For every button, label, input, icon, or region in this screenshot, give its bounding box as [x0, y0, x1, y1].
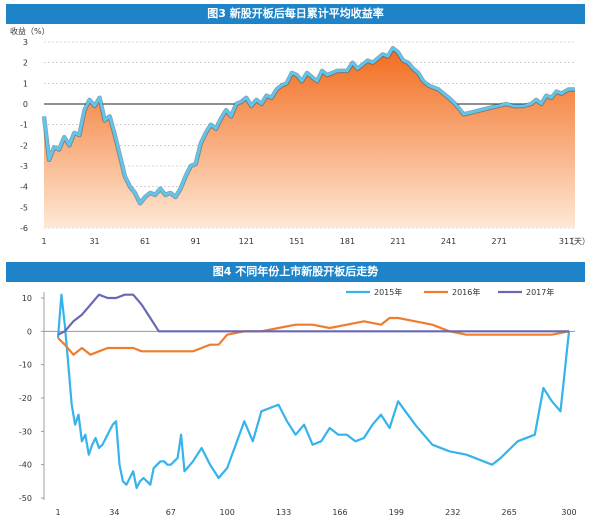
chart2-y-tick-label: 0: [27, 327, 32, 336]
chart1-x-tick-label: 211: [390, 237, 405, 246]
chart1-x-tick-label: 241: [441, 237, 456, 246]
chart2-x-tick-label: 265: [502, 508, 517, 517]
chart1-x-tick-label: 91: [191, 237, 201, 246]
chart1-svg: 收益（%） 3 2 1 0 -1 -2 -3 -4 -5 -6 1 31 61 91 121 151 181 2…: [10, 26, 590, 246]
chart1-y-tick-label: 1: [23, 79, 28, 88]
chart2-title: 图4 不同年份上市新股开板后走势: [6, 262, 585, 282]
chart2-legend-label: 2016年: [452, 287, 480, 297]
chart1-y-tick-label: 3: [23, 38, 28, 47]
chart1-y-tick-label: -4: [20, 183, 28, 192]
chart2-x-tick-label: 100: [220, 508, 235, 517]
chart2-x-tick-label: 67: [166, 508, 176, 517]
chart1-x-tick-label: 121: [239, 237, 254, 246]
chart2-x-tick-label: 1: [55, 508, 60, 517]
chart1-x-tick-label: 31: [89, 237, 99, 246]
chart1-x-tick-label: 311: [559, 237, 574, 246]
chart2-series-line-2016年: [57, 316, 570, 356]
chart1-x-tick-label: 271: [492, 237, 507, 246]
chart2-legend-label: 2015年: [374, 287, 402, 297]
chart2-x-tick-label: 199: [389, 508, 404, 517]
chart2-y-tick-label: -50: [19, 494, 32, 503]
chart2-legend-label: 2017年: [526, 287, 554, 297]
chart2-x-tick-label: 133: [276, 508, 291, 517]
chart1-y-tick-label: -6: [20, 224, 28, 233]
chart2-y-tick-label: -40: [19, 461, 32, 470]
chart1-y-tick-label: -1: [20, 121, 28, 130]
chart1-xunit: （天）: [566, 237, 590, 246]
chart1-x-tick-label: 61: [140, 237, 150, 246]
chart1-y-tick-label: -3: [20, 162, 28, 171]
chart2-y-tick-label: -20: [19, 394, 32, 403]
chart2-x-tick-label: 34: [109, 508, 119, 517]
chart2-panel: 图4 不同年份上市新股开板后走势 10 0 -10 -20 -30 -40 -50 1 34 6…: [0, 262, 591, 521]
chart2-svg: 100-10-20-30-40-50 1 34 67 100 133 166 199 232 2…: [19, 287, 577, 517]
chart2-y-tick-label: -30: [19, 427, 32, 436]
chart1-x-tick-label: 1: [41, 237, 46, 246]
chart1-series-line: [42, 46, 575, 205]
chart2-series-line-2015年: [56, 293, 571, 490]
chart2-series-line-2017年: [57, 293, 569, 336]
chart1-y-tick-label: 0: [23, 100, 28, 109]
chart1-panel: 图3 新股开板后每日累计平均收益率 收益（%） 3 2 1 0 -1 -2 -3 -4 -5 -6…: [6, 4, 590, 246]
chart1-x-tick-label: 181: [340, 237, 355, 246]
chart2-x-tick-label: 166: [332, 508, 347, 517]
chart1-ylabel: 收益（%）: [10, 26, 50, 36]
chart2-y-tick-label: 10: [22, 294, 32, 303]
chart1-y-tick-label: 2: [23, 59, 28, 68]
chart2-y-tick-label: -10: [19, 361, 32, 370]
chart1-y-tick-label: -5: [20, 203, 28, 212]
chart2-x-tick-label: 232: [445, 508, 460, 517]
chart2-x-tick-label: 300: [561, 508, 576, 517]
chart1-title: 图3 新股开板后每日累计平均收益率: [6, 4, 585, 24]
chart1-x-tick-label: 151: [289, 237, 304, 246]
chart1-y-tick-label: -2: [20, 141, 28, 150]
